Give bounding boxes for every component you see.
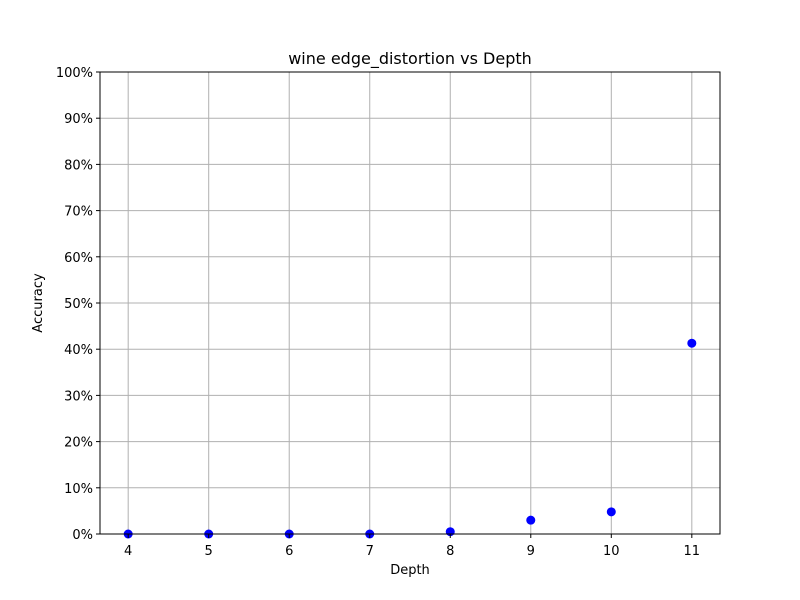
y-tick-label: 50% bbox=[64, 297, 93, 312]
chart-title: wine edge_distortion vs Depth bbox=[288, 49, 532, 69]
x-tick-label: 6 bbox=[285, 544, 293, 559]
data-point bbox=[687, 338, 697, 348]
x-tick-label: 8 bbox=[446, 544, 454, 559]
y-tick-label: 40% bbox=[64, 343, 93, 358]
x-tick-label: 5 bbox=[205, 544, 213, 559]
x-tick-label: 7 bbox=[366, 544, 374, 559]
grid-lines bbox=[100, 71, 720, 535]
y-tick-label: 80% bbox=[64, 158, 93, 173]
x-axis-title: Depth bbox=[390, 563, 430, 578]
y-tick-label: 0% bbox=[72, 528, 93, 543]
y-tick-label: 100% bbox=[56, 66, 93, 81]
y-tick-label: 90% bbox=[64, 112, 93, 127]
data-points bbox=[123, 338, 697, 539]
y-tick-label: 20% bbox=[64, 436, 93, 451]
y-tick-label: 10% bbox=[64, 482, 93, 497]
y-tick-label: 30% bbox=[64, 389, 93, 404]
x-tick-label: 10 bbox=[603, 544, 620, 559]
data-point bbox=[606, 507, 616, 517]
y-tick-label: 70% bbox=[64, 205, 93, 220]
x-tick-label: 9 bbox=[527, 544, 535, 559]
axis-ticks: 4 5 6 7 8 9 10 11 0% 10% 20% 30% 40% 50% 60% 70% 80% 90% 1… bbox=[56, 66, 700, 559]
data-point bbox=[526, 515, 536, 525]
x-tick-label: 11 bbox=[684, 544, 701, 559]
y-axis-title: Accuracy bbox=[31, 273, 46, 333]
y-tick-label: 60% bbox=[64, 251, 93, 266]
x-tick-label: 4 bbox=[124, 544, 132, 559]
